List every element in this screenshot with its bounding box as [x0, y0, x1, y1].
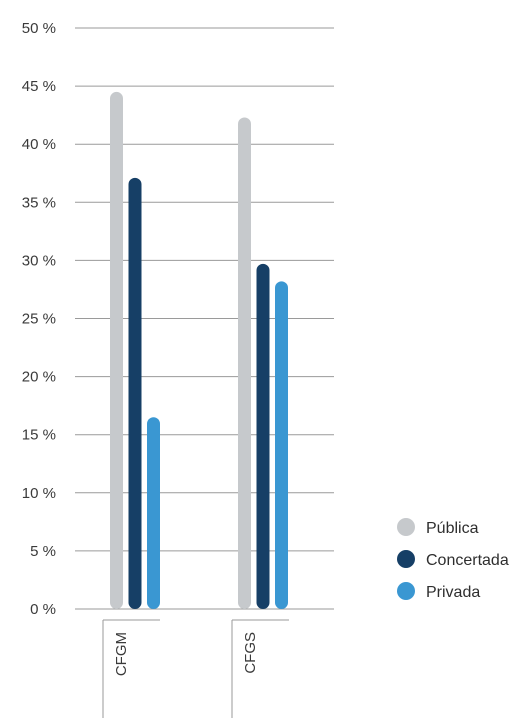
legend-label: Privada	[426, 584, 480, 601]
y-tick-label: 15 %	[22, 427, 56, 444]
y-tick-label: 10 %	[22, 485, 56, 502]
y-tick-label: 0 %	[30, 601, 56, 618]
y-tick-label: 25 %	[22, 311, 56, 328]
legend-swatch	[397, 582, 415, 600]
y-tick-label: 40 %	[22, 136, 56, 153]
bar-cfgm-2	[147, 417, 160, 609]
legend: Pública Concertada Privada	[397, 518, 509, 601]
legend-swatch	[397, 518, 415, 536]
y-tick-label: 45 %	[22, 78, 56, 95]
y-tick-label: 5 %	[30, 543, 56, 560]
y-tick-label: 30 %	[22, 252, 56, 269]
bar-cfgs-0	[238, 117, 251, 609]
bar-cfgs-1	[256, 263, 270, 609]
y-tick-label: 50 %	[22, 20, 56, 37]
y-tick-label: 20 %	[22, 369, 56, 386]
bar-cfgs-2	[275, 281, 288, 609]
y-axis-tick-labels: 0 % 5 % 10 % 15 % 20 % 25 % 30 % 35 % 40 % 45 % 50…	[22, 20, 56, 618]
legend-label: Pública	[426, 520, 479, 537]
bar-cfgm-1	[128, 177, 142, 609]
x-category-label: CFGM	[113, 632, 130, 676]
x-axis: CFGM CFGS	[102, 619, 289, 718]
bar-cfgm-0	[110, 91, 123, 609]
legend-label: Concertada	[426, 552, 509, 569]
x-category-label: CFGS	[242, 632, 259, 674]
y-tick-label: 35 %	[22, 194, 56, 211]
bars	[110, 91, 288, 609]
legend-swatch	[397, 550, 415, 568]
